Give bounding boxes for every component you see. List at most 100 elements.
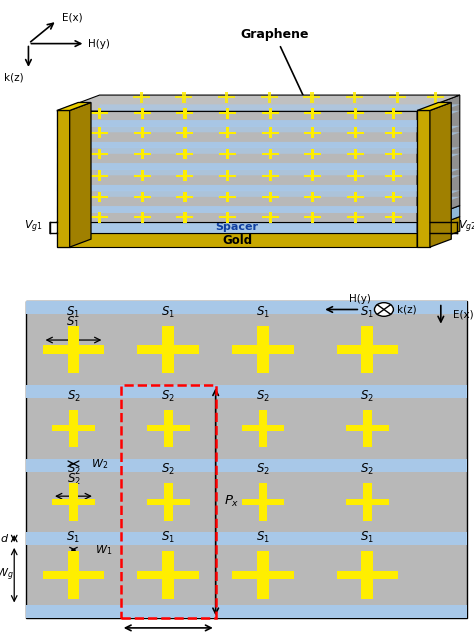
Bar bbox=[346, 96, 363, 99]
Bar bbox=[232, 345, 294, 354]
Bar bbox=[140, 92, 143, 102]
Text: $S_1$: $S_1$ bbox=[256, 305, 270, 320]
Text: $S_2$: $S_2$ bbox=[256, 462, 270, 477]
Bar bbox=[262, 174, 279, 176]
Bar bbox=[354, 192, 357, 202]
Bar bbox=[347, 153, 364, 155]
Bar bbox=[98, 108, 101, 119]
Text: $S_2$: $S_2$ bbox=[360, 462, 374, 477]
Polygon shape bbox=[417, 95, 460, 222]
Text: $V_{g1}$: $V_{g1}$ bbox=[24, 219, 43, 235]
Bar bbox=[226, 212, 229, 222]
Bar bbox=[98, 171, 101, 181]
Bar bbox=[183, 212, 186, 222]
Bar bbox=[147, 499, 190, 505]
Bar bbox=[262, 131, 279, 133]
Bar bbox=[347, 112, 364, 114]
Bar bbox=[303, 96, 320, 99]
Bar bbox=[52, 425, 95, 432]
Text: $S_2$: $S_2$ bbox=[256, 389, 270, 403]
Bar bbox=[176, 174, 193, 176]
Text: $P_x$: $P_x$ bbox=[224, 494, 240, 509]
Bar bbox=[362, 325, 374, 374]
Bar bbox=[218, 96, 235, 99]
Bar bbox=[175, 96, 192, 99]
Bar bbox=[176, 112, 193, 114]
Bar bbox=[389, 96, 406, 99]
Bar bbox=[134, 153, 151, 155]
Bar bbox=[182, 92, 186, 102]
Bar bbox=[347, 216, 364, 219]
Text: $S_2$: $S_2$ bbox=[360, 389, 374, 403]
Bar bbox=[354, 149, 357, 159]
Text: $S_1$: $S_1$ bbox=[360, 305, 374, 320]
Bar bbox=[69, 483, 78, 521]
Polygon shape bbox=[417, 102, 451, 111]
Bar bbox=[392, 149, 395, 159]
Text: $V_{g2}$: $V_{g2}$ bbox=[457, 219, 474, 235]
Text: $d$: $d$ bbox=[0, 533, 9, 545]
Bar bbox=[257, 325, 269, 374]
Bar bbox=[162, 325, 174, 374]
Bar bbox=[353, 92, 356, 102]
Bar bbox=[26, 605, 467, 618]
Bar bbox=[176, 216, 193, 219]
Bar bbox=[304, 131, 321, 133]
Bar bbox=[337, 345, 398, 354]
Text: E(x): E(x) bbox=[62, 13, 82, 23]
Bar bbox=[268, 127, 272, 138]
Bar bbox=[91, 153, 108, 155]
Bar bbox=[134, 174, 151, 176]
Bar bbox=[219, 131, 236, 133]
Bar bbox=[219, 153, 236, 155]
Bar bbox=[311, 149, 315, 159]
Bar bbox=[140, 171, 144, 181]
Bar bbox=[91, 174, 108, 176]
Bar bbox=[176, 153, 193, 155]
Bar bbox=[262, 216, 279, 219]
Bar bbox=[183, 171, 186, 181]
Bar bbox=[225, 92, 228, 102]
Text: $S_1$: $S_1$ bbox=[66, 530, 81, 545]
Text: H(y): H(y) bbox=[349, 295, 371, 304]
Bar bbox=[354, 108, 357, 119]
Circle shape bbox=[374, 303, 393, 317]
Bar bbox=[137, 571, 199, 580]
Polygon shape bbox=[57, 185, 417, 191]
Bar bbox=[98, 127, 101, 138]
Bar bbox=[183, 192, 186, 202]
Bar bbox=[140, 127, 144, 138]
Text: Spacer: Spacer bbox=[216, 222, 258, 232]
Bar bbox=[242, 499, 284, 505]
Bar bbox=[140, 192, 144, 202]
Text: $W_2$: $W_2$ bbox=[91, 457, 109, 471]
Bar bbox=[347, 174, 364, 176]
Bar bbox=[121, 386, 216, 618]
Bar bbox=[91, 196, 108, 198]
Bar bbox=[262, 153, 279, 155]
Text: k(z): k(z) bbox=[4, 73, 24, 83]
Bar bbox=[392, 127, 395, 138]
Bar bbox=[262, 112, 279, 114]
Bar bbox=[396, 92, 399, 102]
Polygon shape bbox=[57, 126, 460, 149]
Polygon shape bbox=[57, 207, 417, 213]
Bar bbox=[311, 127, 315, 138]
Bar bbox=[69, 410, 78, 447]
Polygon shape bbox=[57, 120, 417, 127]
Bar bbox=[134, 196, 151, 198]
Text: $S_2$: $S_2$ bbox=[66, 462, 81, 477]
Bar bbox=[176, 131, 193, 133]
Bar bbox=[363, 410, 372, 447]
Bar bbox=[147, 425, 190, 432]
Bar bbox=[219, 112, 236, 114]
Bar bbox=[140, 108, 144, 119]
Bar bbox=[183, 149, 186, 159]
Bar bbox=[134, 112, 151, 114]
Polygon shape bbox=[57, 147, 460, 170]
Text: $S_2$: $S_2$ bbox=[66, 389, 81, 403]
Bar bbox=[134, 131, 151, 133]
Bar bbox=[98, 192, 101, 202]
Polygon shape bbox=[430, 102, 451, 247]
Bar bbox=[311, 108, 315, 119]
